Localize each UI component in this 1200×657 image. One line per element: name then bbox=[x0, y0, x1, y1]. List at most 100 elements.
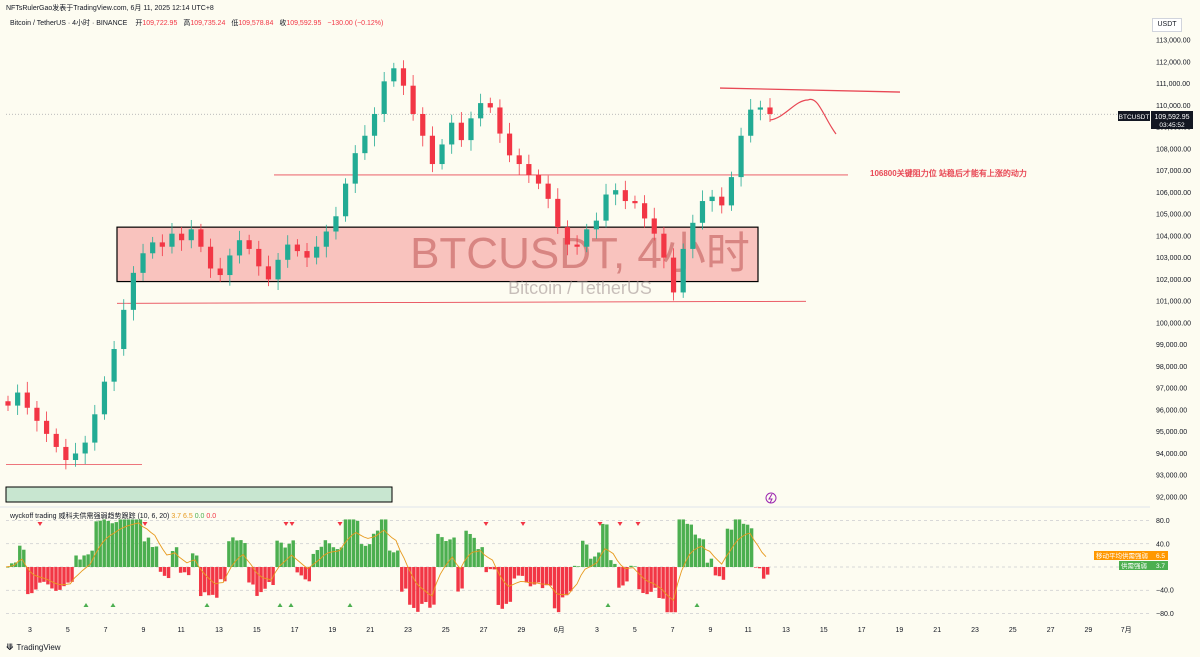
candle-body bbox=[294, 244, 300, 252]
candle-body bbox=[140, 253, 146, 273]
candle-body bbox=[256, 248, 262, 267]
indicator-bar bbox=[102, 519, 106, 567]
y-tick-label: 100,000.00 bbox=[1156, 320, 1191, 327]
candle-body bbox=[690, 222, 696, 249]
candle-body bbox=[34, 407, 40, 421]
indicator-bar bbox=[142, 541, 147, 567]
indicator-bar bbox=[239, 540, 243, 567]
y-tick-label: 99,000.00 bbox=[1156, 342, 1187, 349]
consolidation-zone bbox=[116, 226, 759, 283]
sell-signal-marker bbox=[635, 522, 641, 526]
indicator-bar bbox=[86, 554, 90, 567]
indicator-bar bbox=[162, 567, 167, 576]
indicator-bar bbox=[440, 537, 444, 567]
indicator-bar bbox=[508, 567, 513, 602]
indicator-bar bbox=[665, 567, 669, 613]
indicator-bar bbox=[396, 550, 400, 567]
lightning-icon[interactable] bbox=[765, 492, 777, 504]
candle-body bbox=[381, 81, 387, 114]
y-tick-label: 101,000.00 bbox=[1156, 299, 1191, 306]
low-label: 低 bbox=[231, 20, 239, 27]
indicator-bar bbox=[219, 567, 223, 580]
indicator-bar bbox=[412, 567, 416, 608]
tradingview-mark-icon: ⟱ bbox=[6, 642, 14, 652]
indicator-bar bbox=[94, 521, 98, 567]
indicator-bar bbox=[593, 556, 597, 567]
indicator-bar bbox=[383, 519, 388, 567]
indicator-bar bbox=[749, 528, 754, 567]
candle-body bbox=[333, 216, 339, 232]
candle-body bbox=[622, 190, 628, 202]
x-tick-label: 15 bbox=[253, 627, 261, 634]
indicator-bar bbox=[400, 567, 404, 592]
indicator-bar bbox=[150, 547, 155, 567]
candle-body bbox=[342, 183, 349, 217]
candle-body bbox=[5, 401, 11, 406]
candle-body bbox=[651, 218, 657, 234]
indicator-ma-line bbox=[5, 522, 767, 601]
indicator-bar bbox=[540, 567, 545, 589]
candle-body bbox=[43, 420, 50, 434]
x-tick-label: 15 bbox=[820, 627, 828, 634]
candle-body bbox=[410, 85, 416, 114]
sell-signal-marker bbox=[597, 522, 603, 526]
indicator-bar bbox=[424, 567, 428, 603]
indicator-bar bbox=[576, 566, 581, 567]
indicator-bar bbox=[323, 540, 328, 567]
indicator-bar bbox=[110, 523, 114, 567]
indicator-bar bbox=[621, 567, 625, 586]
candle-body bbox=[371, 113, 378, 136]
indicator-tags: 移动平均供需强弱 6.5 供需强弱 3.7 bbox=[1094, 551, 1168, 570]
indicator-bar bbox=[633, 566, 637, 567]
indicator-bar bbox=[452, 537, 456, 567]
x-tick-label: 19 bbox=[896, 627, 904, 634]
candle-body bbox=[719, 196, 725, 206]
indicator-bar bbox=[544, 567, 549, 586]
indicator-bar bbox=[178, 567, 183, 573]
x-tick-label: 13 bbox=[782, 627, 790, 634]
candle-body bbox=[593, 220, 599, 230]
indicator-bar bbox=[609, 560, 613, 567]
indicator-bar bbox=[223, 567, 227, 582]
sell-signal-marker bbox=[283, 522, 289, 526]
x-tick-label: 25 bbox=[442, 627, 450, 634]
indicator-bar bbox=[251, 567, 255, 585]
indicator-bar bbox=[689, 524, 693, 567]
indicator-bar bbox=[601, 523, 605, 567]
last-price-tag: BTCUSDT 109,592.95 03:45:52 bbox=[1118, 111, 1193, 129]
indicator-bar bbox=[492, 567, 496, 570]
candle-body bbox=[420, 113, 426, 136]
y-tick-label: 104,000.00 bbox=[1156, 233, 1191, 240]
indicator-bar bbox=[146, 537, 151, 567]
symbol-name: Bitcoin / TetherUS · 4小时 · BINANCE bbox=[10, 20, 128, 27]
indicator-bar bbox=[701, 539, 706, 567]
y-tick-label: 113,000.00 bbox=[1156, 38, 1191, 45]
indicator-bar bbox=[194, 555, 199, 567]
watermark-subtitle: Bitcoin / TetherUS bbox=[508, 278, 652, 298]
high-value: 109,735.24 bbox=[190, 20, 226, 27]
sell-signal-marker bbox=[483, 522, 489, 526]
indicator-bar bbox=[637, 567, 641, 590]
candle-body bbox=[661, 233, 667, 258]
sd-tag-value: 3.7 bbox=[1156, 563, 1165, 570]
y-tick-label: 94,000.00 bbox=[1156, 451, 1187, 458]
sell-signal-marker bbox=[142, 522, 148, 526]
candle-body bbox=[526, 164, 532, 175]
candle-body bbox=[603, 194, 609, 221]
tradingview-logo[interactable]: ⟱ TradingView bbox=[6, 642, 61, 653]
y-tick-label: 102,000.00 bbox=[1156, 277, 1191, 284]
x-tick-label: 7 bbox=[104, 627, 108, 634]
y-tick-label: 105,000.00 bbox=[1156, 212, 1191, 219]
indicator-bar bbox=[532, 567, 537, 585]
indicator-bar bbox=[460, 567, 464, 589]
indicator-bar bbox=[46, 567, 50, 585]
indicator-bar bbox=[174, 547, 179, 567]
publish-caption: NFTsRulerGao发表于TradingView.com, 6月 11, 2… bbox=[6, 5, 214, 12]
currency-button[interactable]: USDT bbox=[1152, 18, 1182, 32]
candle-body bbox=[709, 196, 715, 202]
y-tick-label: 92,000.00 bbox=[1156, 495, 1187, 502]
indicator-bar bbox=[757, 567, 762, 569]
indicator-bar bbox=[331, 547, 336, 567]
buy-signal-marker bbox=[277, 603, 283, 607]
